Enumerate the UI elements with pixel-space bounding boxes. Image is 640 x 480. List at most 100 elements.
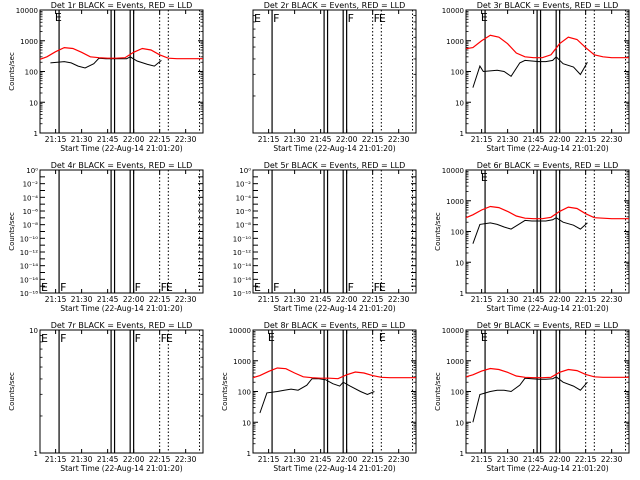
flag-letter: E [55, 11, 62, 24]
y-tick-label: 10⁻¹⁰ [233, 235, 251, 243]
y-tick-label: 10⁻¹⁸ [20, 290, 38, 298]
x-axis-label: Start Time (22-Aug-14 21:01:20) [273, 144, 395, 153]
y-tick-label: 10⁰ [239, 167, 251, 175]
flag-letter: E [379, 12, 386, 25]
lld-rate-line [465, 34, 629, 59]
y-tick-label: 10⁻⁴ [236, 194, 252, 202]
panel-det-9: Det 9r BLACK = Events, RED = LLD 21:15 21:… [434, 321, 630, 473]
y-tick-label: 1000 [446, 198, 464, 206]
x-tick-label: 21:15 [45, 455, 67, 464]
x-tick-label: 22:30 [388, 455, 410, 464]
x-tick-label: 22:15 [362, 455, 384, 464]
y-tick-label: 1 [460, 290, 464, 298]
x-tick-label: 21:30 [71, 295, 93, 304]
y-tick-label: 10 [455, 99, 464, 107]
y-tick-label: 1000 [446, 38, 464, 46]
flag-letter: E [379, 331, 386, 344]
y-tick-label: 10⁻¹² [20, 249, 38, 257]
y-tick-label: 10⁻² [23, 181, 39, 189]
panel-title: Det 7r BLACK = Events, RED = LLD [51, 321, 193, 330]
x-tick-label: 22:15 [362, 135, 384, 144]
x-tick-label: 21:15 [45, 135, 67, 144]
y-tick-label: 10 [455, 419, 464, 427]
x-tick-label: 21:30 [71, 135, 93, 144]
x-tick-label: 22:00 [549, 135, 571, 144]
x-axis-label: Start Time (22-Aug-14 21:01:20) [486, 464, 608, 473]
y-tick-label: 10⁰ [26, 167, 38, 175]
y-tick-label: 10 [242, 419, 251, 427]
panel-title: Det 8r BLACK = Events, RED = LLD [264, 321, 406, 330]
x-tick-label: 22:30 [175, 295, 197, 304]
y-tick-label: 10⁻⁸ [23, 222, 39, 230]
x-tick-label: 22:15 [362, 295, 384, 304]
x-tick-label: 22:30 [601, 295, 623, 304]
y-tick-label: 1 [247, 450, 251, 458]
x-axis-label: Start Time (22-Aug-14 21:01:20) [60, 304, 182, 313]
events-rate-line [472, 217, 588, 244]
x-tick-label: 21:30 [71, 455, 93, 464]
x-axis-label: Start Time (22-Aug-14 21:01:20) [60, 144, 182, 153]
x-tick-label: 22:00 [123, 295, 145, 304]
panel-title: Det 5r BLACK = Events, RED = LLD [264, 161, 406, 170]
y-tick-label: 1 [34, 450, 38, 458]
panel-title: Det 9r BLACK = Events, RED = LLD [477, 321, 619, 330]
x-tick-label: 22:15 [149, 135, 171, 144]
x-tick-label: 21:45 [310, 455, 332, 464]
x-tick-label: 21:30 [284, 455, 306, 464]
y-tick-label: 10⁻² [236, 181, 252, 189]
flag-letter: E [268, 331, 275, 344]
flag-letter: F [135, 332, 141, 345]
x-tick-label: 22:00 [336, 135, 358, 144]
y-tick-label: 10⁻⁸ [236, 222, 252, 230]
y-tick-label: 1 [460, 130, 464, 138]
panel-det-8: Det 8r BLACK = Events, RED = LLD 21:15 21:… [221, 321, 417, 473]
flag-letter: F [374, 12, 380, 25]
x-axis-label: Start Time (22-Aug-14 21:01:20) [486, 304, 608, 313]
events-rate-line [472, 56, 588, 88]
flag-letter: F [60, 332, 66, 345]
flag-letter: F [348, 281, 354, 294]
flag-letter: E [254, 281, 261, 294]
flag-letter: E [481, 171, 488, 184]
y-tick-label: 10⁻¹⁶ [233, 276, 251, 284]
panel-title: Det 4r BLACK = Events, RED = LLD [51, 161, 193, 170]
flag-letter: F [60, 281, 66, 294]
panel-title: Det 2r BLACK = Events, RED = LLD [264, 1, 406, 10]
panel-det-3: Det 3r BLACK = Events, RED = LLD 21:15 21:… [442, 1, 630, 153]
events-rate-line [472, 376, 588, 423]
x-tick-label: 22:15 [149, 295, 171, 304]
y-tick-label: 1 [460, 450, 464, 458]
y-axis-label: Counts/sec [434, 212, 442, 251]
flag-letter: E [379, 281, 386, 294]
x-tick-label: 22:30 [388, 135, 410, 144]
x-tick-label: 21:45 [523, 135, 545, 144]
panel-det-5: Det 5r BLACK = Events, RED = LLD 21:15 21:… [233, 161, 417, 313]
flag-letter: E [481, 11, 488, 24]
panel-det-7: Det 7r BLACK = Events, RED = LLD 21:15 21:… [8, 321, 204, 473]
y-tick-label: 10⁻⁴ [23, 194, 39, 202]
panel-title: Det 6r BLACK = Events, RED = LLD [477, 161, 619, 170]
panel-det-1: Det 1r BLACK = Events, RED = LLD 21:15 21:… [8, 1, 204, 153]
x-tick-label: 21:30 [284, 295, 306, 304]
x-tick-label: 21:45 [97, 295, 119, 304]
y-tick-label: 10000 [229, 327, 251, 335]
y-tick-label: 10⁻¹⁶ [20, 276, 38, 284]
x-tick-label: 22:30 [175, 135, 197, 144]
x-tick-label: 21:15 [258, 295, 280, 304]
x-tick-label: 22:30 [175, 455, 197, 464]
x-tick-label: 22:00 [123, 455, 145, 464]
x-axis-label: Start Time (22-Aug-14 21:01:20) [273, 464, 395, 473]
plot-frame [252, 9, 417, 134]
x-tick-label: 22:00 [549, 295, 571, 304]
flag-letter: E [254, 12, 261, 25]
y-tick-label: 10⁻⁶ [23, 208, 39, 216]
lld-rate-line [465, 205, 629, 220]
y-tick-label: 1000 [233, 358, 251, 366]
x-tick-label: 21:30 [284, 135, 306, 144]
x-tick-label: 22:00 [336, 455, 358, 464]
y-tick-label: 10000 [442, 327, 464, 335]
x-axis-label: Start Time (22-Aug-14 21:01:20) [486, 144, 608, 153]
y-tick-label: 1000 [20, 38, 38, 46]
y-axis-label: Counts/sec [434, 372, 442, 411]
x-tick-label: 22:00 [549, 455, 571, 464]
